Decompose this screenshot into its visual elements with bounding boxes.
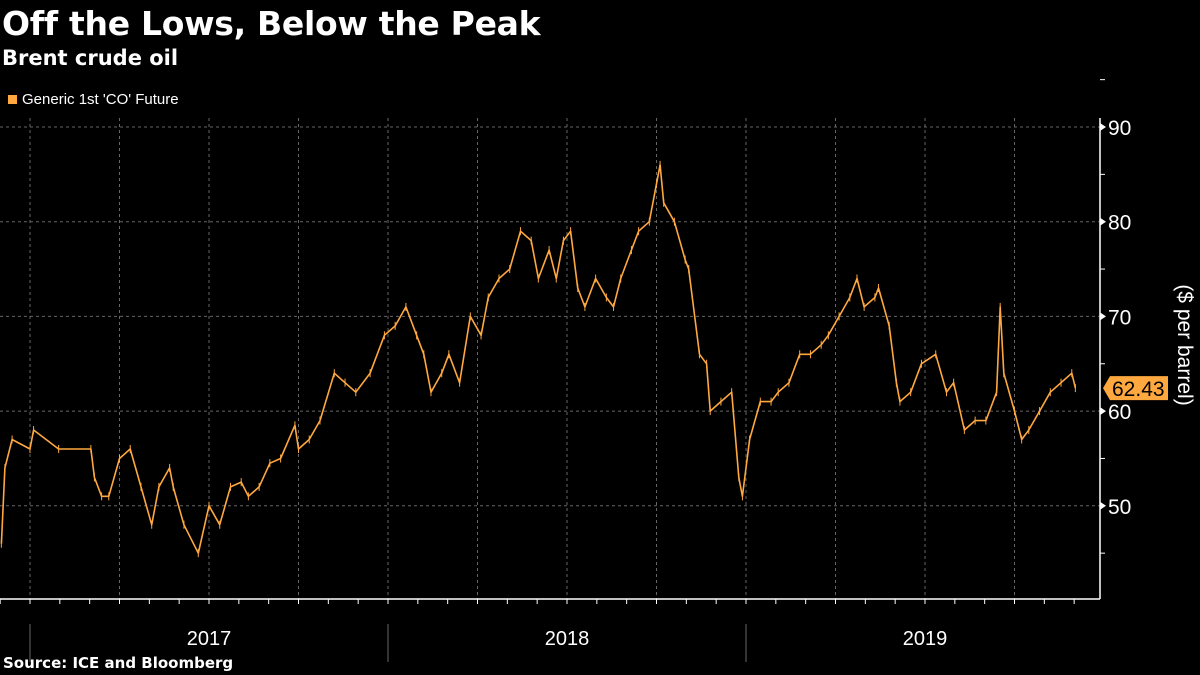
legend: Generic 1st 'CO' Future	[8, 91, 179, 108]
x-tick-label: 2018	[545, 628, 590, 650]
y-tick-label: 50	[1108, 496, 1131, 519]
y-tick-label: 90	[1108, 117, 1131, 140]
y-tick-marker	[1100, 123, 1106, 131]
y-tick-marker	[1100, 312, 1106, 321]
y-tick-marker	[1100, 501, 1106, 510]
legend-swatch	[8, 95, 17, 104]
x-tick-label: 2019	[903, 628, 948, 650]
y-tick-label: 60	[1108, 401, 1131, 424]
source-note: Source: ICE and Bloomberg	[3, 654, 234, 672]
y-axis-title: ($ per barrel)	[1173, 284, 1196, 405]
legend-label: Generic 1st 'CO' Future	[22, 91, 179, 108]
last-value-badge	[1103, 376, 1168, 401]
y-tick-marker	[1100, 217, 1106, 226]
x-tick-label: 2017	[187, 628, 232, 650]
last-value-label: 62.43	[1112, 378, 1165, 401]
price-line	[0, 164, 1077, 555]
y-tick-label: 70	[1108, 306, 1131, 329]
chart-title: Off the Lows, Below the Peak	[2, 4, 541, 43]
y-tick-label: 80	[1108, 212, 1131, 235]
chart-subtitle: Brent crude oil	[2, 46, 179, 70]
y-tick-marker	[1100, 407, 1106, 416]
